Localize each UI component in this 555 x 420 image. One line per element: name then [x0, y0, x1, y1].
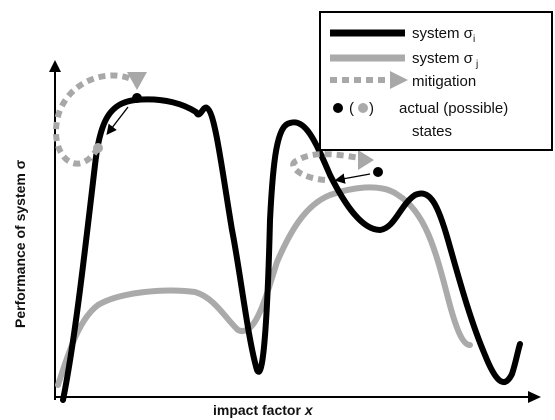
- legend-label-system-i: system σi: [412, 25, 475, 45]
- mitigation-arrow-left: [53, 72, 135, 167]
- x-axis-label-var: x: [304, 402, 314, 418]
- y-axis-label: Performance of system σ: [12, 159, 28, 328]
- system-j-curve: [55, 184, 473, 388]
- legend-paren-close: ): [369, 100, 374, 117]
- possible-state-dot-left: [93, 143, 103, 153]
- y-axis-arrowhead-icon: [49, 60, 61, 72]
- legend-paren-open: (: [349, 100, 354, 117]
- state-transition-arrow-left: [106, 106, 129, 136]
- x-axis-label-main: impact factor: [213, 402, 305, 418]
- legend-label-states-line1: actual (possible): [399, 100, 508, 117]
- x-axis-label: impact factor x: [213, 402, 314, 418]
- actual-state-dot-right: [373, 167, 383, 177]
- mitigation-arrow-right: [290, 151, 361, 183]
- legend-actual-state-dot-icon: [333, 103, 343, 113]
- state-transition-arrow-right: [334, 173, 371, 184]
- x-axis-arrowhead-icon: [528, 391, 541, 403]
- legend-label-mitigation: mitigation: [412, 73, 476, 90]
- legend-label-states-line2: states: [412, 123, 452, 140]
- legend-mitigation-arrowhead-icon: [390, 71, 408, 89]
- mitigation-arrowhead-right-icon: [358, 150, 374, 170]
- legend-possible-state-dot-icon: [358, 103, 368, 113]
- mitigation-arrowhead-left-icon: [127, 72, 147, 90]
- actual-state-dot-left: [132, 93, 142, 103]
